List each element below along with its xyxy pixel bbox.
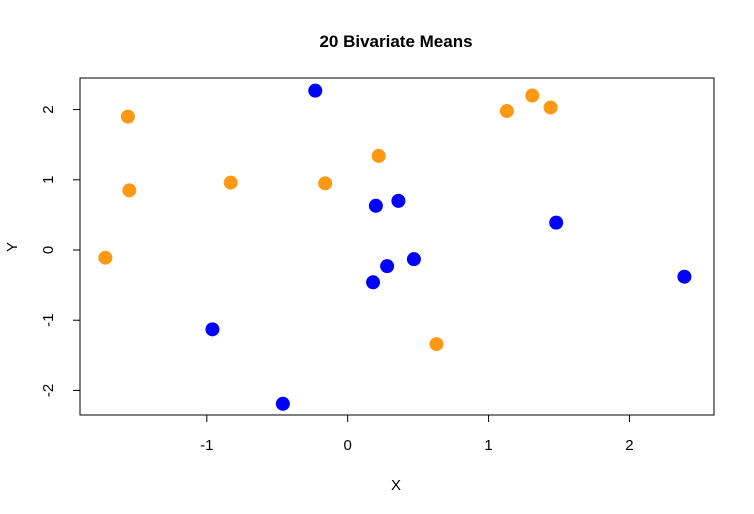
y-tick-label: 2 — [40, 105, 57, 113]
data-point — [380, 259, 395, 274]
x-axis: -1 0 1 2 — [200, 414, 634, 454]
y-axis-label: Y — [4, 242, 21, 252]
y-axis: -2 -1 0 1 2 — [40, 105, 81, 397]
y-tick-label: 1 — [40, 176, 57, 184]
points-layer — [98, 83, 692, 411]
plot-frame — [79, 77, 715, 416]
data-point — [391, 193, 406, 208]
series-0-points — [205, 83, 692, 411]
y-tick-label: -2 — [40, 384, 57, 397]
series-1-points — [98, 88, 558, 352]
x-tick-label: -1 — [200, 437, 213, 454]
data-point — [120, 109, 135, 124]
data-point — [525, 88, 540, 103]
data-point — [406, 252, 421, 267]
x-tick-label: 2 — [625, 437, 633, 454]
x-tick-label: 1 — [484, 437, 492, 454]
data-point — [543, 100, 558, 115]
data-point — [549, 215, 564, 230]
data-point — [429, 337, 444, 352]
data-point — [275, 396, 290, 411]
x-axis-label: X — [391, 477, 401, 494]
data-point — [223, 175, 238, 190]
data-point — [308, 83, 323, 98]
y-tick-label: 0 — [40, 246, 57, 254]
chart-title: 20 Bivariate Means — [319, 32, 472, 51]
data-point — [366, 275, 381, 290]
data-point — [318, 176, 333, 191]
data-point — [98, 250, 113, 265]
data-point — [371, 148, 386, 163]
data-point — [205, 322, 220, 337]
data-point — [368, 198, 383, 213]
data-point — [122, 183, 137, 198]
data-point — [677, 269, 692, 284]
x-tick-label: 0 — [344, 437, 352, 454]
data-point — [499, 103, 514, 118]
y-tick-label: -1 — [40, 314, 57, 327]
